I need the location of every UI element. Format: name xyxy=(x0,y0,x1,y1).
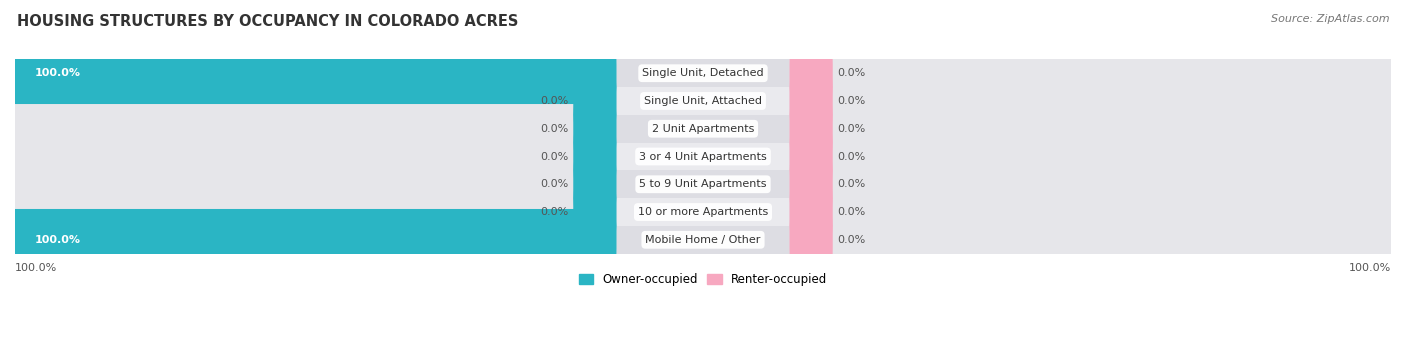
FancyBboxPatch shape xyxy=(790,126,1396,187)
Text: Mobile Home / Other: Mobile Home / Other xyxy=(645,235,761,245)
Bar xyxy=(15,115,1391,143)
Text: 0.0%: 0.0% xyxy=(838,124,866,134)
Text: 3 or 4 Unit Apartments: 3 or 4 Unit Apartments xyxy=(640,151,766,162)
Text: 0.0%: 0.0% xyxy=(540,179,568,189)
FancyBboxPatch shape xyxy=(574,181,616,243)
FancyBboxPatch shape xyxy=(10,98,616,160)
FancyBboxPatch shape xyxy=(790,70,1396,132)
FancyBboxPatch shape xyxy=(790,70,832,132)
Text: 100.0%: 100.0% xyxy=(1348,263,1391,272)
Text: Source: ZipAtlas.com: Source: ZipAtlas.com xyxy=(1271,14,1389,24)
Text: 0.0%: 0.0% xyxy=(540,124,568,134)
Text: 0.0%: 0.0% xyxy=(838,68,866,78)
Text: 10 or more Apartments: 10 or more Apartments xyxy=(638,207,768,217)
Text: 0.0%: 0.0% xyxy=(838,207,866,217)
Bar xyxy=(15,226,1391,254)
Text: 100.0%: 100.0% xyxy=(15,263,58,272)
Bar xyxy=(15,170,1391,198)
FancyBboxPatch shape xyxy=(574,70,616,132)
Legend: Owner-occupied, Renter-occupied: Owner-occupied, Renter-occupied xyxy=(574,268,832,291)
Text: 0.0%: 0.0% xyxy=(540,151,568,162)
FancyBboxPatch shape xyxy=(790,181,832,243)
FancyBboxPatch shape xyxy=(790,153,832,215)
Text: 0.0%: 0.0% xyxy=(838,151,866,162)
Text: 5 to 9 Unit Apartments: 5 to 9 Unit Apartments xyxy=(640,179,766,189)
Text: Single Unit, Detached: Single Unit, Detached xyxy=(643,68,763,78)
FancyBboxPatch shape xyxy=(790,209,832,271)
Text: 100.0%: 100.0% xyxy=(35,68,80,78)
FancyBboxPatch shape xyxy=(790,98,832,160)
FancyBboxPatch shape xyxy=(10,209,616,271)
FancyBboxPatch shape xyxy=(790,209,1396,271)
Text: 2 Unit Apartments: 2 Unit Apartments xyxy=(652,124,754,134)
Bar xyxy=(15,87,1391,115)
FancyBboxPatch shape xyxy=(10,126,616,187)
Bar xyxy=(15,198,1391,226)
FancyBboxPatch shape xyxy=(10,153,616,215)
Text: HOUSING STRUCTURES BY OCCUPANCY IN COLORADO ACRES: HOUSING STRUCTURES BY OCCUPANCY IN COLOR… xyxy=(17,14,519,29)
FancyBboxPatch shape xyxy=(790,42,1396,104)
FancyBboxPatch shape xyxy=(574,153,616,215)
FancyBboxPatch shape xyxy=(790,153,1396,215)
FancyBboxPatch shape xyxy=(790,126,832,187)
FancyBboxPatch shape xyxy=(10,209,616,271)
FancyBboxPatch shape xyxy=(790,98,1396,160)
Text: 0.0%: 0.0% xyxy=(540,96,568,106)
FancyBboxPatch shape xyxy=(790,181,1396,243)
Text: 0.0%: 0.0% xyxy=(838,235,866,245)
Text: 0.0%: 0.0% xyxy=(838,179,866,189)
FancyBboxPatch shape xyxy=(790,42,832,104)
FancyBboxPatch shape xyxy=(574,98,616,160)
Text: 100.0%: 100.0% xyxy=(35,235,80,245)
FancyBboxPatch shape xyxy=(10,70,616,132)
Text: 0.0%: 0.0% xyxy=(838,96,866,106)
Bar xyxy=(15,143,1391,170)
Text: Single Unit, Attached: Single Unit, Attached xyxy=(644,96,762,106)
FancyBboxPatch shape xyxy=(10,181,616,243)
FancyBboxPatch shape xyxy=(10,42,616,104)
FancyBboxPatch shape xyxy=(10,42,616,104)
FancyBboxPatch shape xyxy=(574,126,616,187)
Bar xyxy=(15,59,1391,87)
Text: 0.0%: 0.0% xyxy=(540,207,568,217)
